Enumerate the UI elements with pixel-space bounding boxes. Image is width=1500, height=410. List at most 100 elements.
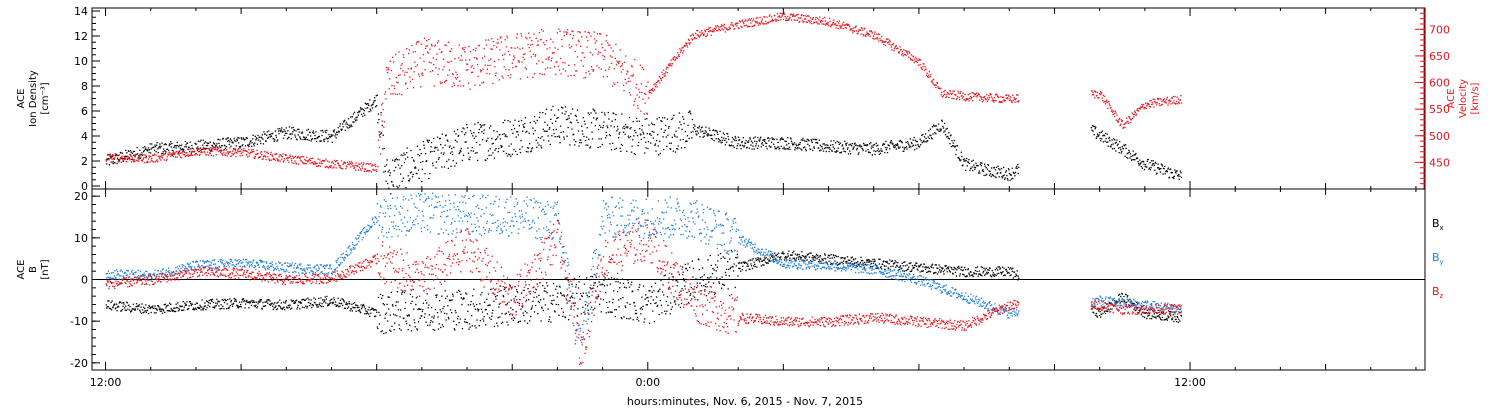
field-x-point	[383, 332, 385, 335]
velocity-point	[106, 158, 108, 161]
field-x-point	[111, 300, 113, 302]
density-point	[366, 107, 369, 109]
density-point	[465, 132, 467, 134]
density-point	[1139, 163, 1141, 165]
field-x-point	[185, 303, 187, 306]
velocity-point	[708, 30, 710, 33]
density-point	[289, 133, 292, 135]
field-x-point	[614, 309, 616, 311]
velocity-point	[175, 156, 177, 158]
field-x-point	[671, 306, 673, 308]
velocity-point	[653, 84, 655, 86]
velocity-point	[729, 27, 731, 29]
field-x-point	[225, 299, 227, 302]
velocity-point	[603, 55, 606, 58]
velocity-point	[388, 88, 390, 90]
density-point	[952, 145, 954, 147]
velocity-point	[682, 52, 684, 54]
velocity-point	[313, 163, 315, 165]
density-point	[843, 150, 845, 152]
density-point	[146, 149, 148, 151]
field-x-point	[404, 307, 406, 310]
velocity-point	[998, 101, 1000, 103]
density-point	[607, 127, 609, 129]
field-x-point	[475, 327, 477, 329]
density-point	[454, 165, 456, 167]
velocity-point	[620, 65, 622, 68]
field-x-point	[327, 303, 329, 305]
density-point	[494, 139, 497, 141]
velocity-point	[152, 154, 154, 156]
velocity-point	[247, 152, 249, 154]
field-x-point	[691, 260, 693, 262]
density-point	[229, 138, 231, 140]
density-point	[528, 132, 530, 134]
velocity-point	[181, 152, 183, 154]
velocity-point	[277, 159, 279, 161]
field-x-point	[376, 326, 378, 328]
density-point	[1018, 166, 1020, 168]
field-x-point	[351, 310, 353, 312]
density-point	[288, 126, 291, 128]
density-point	[652, 123, 654, 126]
velocity-point	[592, 70, 594, 72]
velocity-point	[213, 147, 215, 149]
velocity-point	[678, 54, 680, 56]
density-point	[958, 156, 960, 158]
density-point	[323, 139, 325, 141]
density-point	[1116, 144, 1119, 146]
velocity-point	[826, 23, 828, 25]
velocity-point	[443, 66, 445, 68]
field-x-point	[521, 305, 523, 307]
density-point	[571, 108, 574, 110]
field-x-point	[581, 295, 583, 298]
density-point	[512, 132, 514, 134]
density-point	[689, 111, 691, 113]
field-x-point	[533, 296, 535, 299]
density-point	[139, 149, 141, 151]
density-point	[390, 193, 392, 195]
velocity-point	[936, 81, 938, 84]
velocity-point	[431, 45, 433, 47]
density-point	[552, 105, 554, 108]
density-point	[461, 159, 464, 162]
density-point	[202, 139, 204, 141]
velocity-point	[186, 152, 188, 154]
field-x-point	[401, 293, 403, 295]
density-point	[212, 142, 215, 144]
velocity-point	[776, 13, 779, 15]
density-point	[742, 137, 744, 139]
velocity-point	[437, 40, 440, 42]
density-point	[1106, 133, 1108, 135]
density-point	[712, 129, 715, 131]
velocity-point	[748, 25, 750, 27]
field-x-point	[271, 302, 273, 304]
density-point	[392, 185, 395, 187]
velocity-point	[178, 154, 181, 156]
field-x-point	[454, 310, 457, 312]
density-point	[444, 144, 446, 146]
velocity-point	[144, 162, 146, 164]
velocity-point	[160, 159, 162, 161]
field-x-point	[457, 315, 459, 317]
velocity-point	[208, 148, 210, 150]
velocity-point	[750, 18, 753, 20]
field-x-point	[544, 287, 546, 289]
density-point	[244, 139, 246, 141]
density-point	[1146, 160, 1148, 162]
velocity-point	[465, 69, 467, 71]
velocity-point	[1154, 98, 1156, 101]
field-x-point	[671, 273, 673, 275]
velocity-point	[403, 74, 406, 76]
field-x-point	[326, 305, 329, 307]
field-x-point	[269, 300, 271, 302]
velocity-point	[860, 33, 862, 35]
velocity-point	[291, 160, 293, 162]
field-x-point	[149, 307, 151, 310]
field-x-point	[440, 311, 442, 313]
density-point	[738, 139, 741, 141]
velocity-point	[754, 24, 756, 26]
density-point	[225, 146, 228, 148]
density-point	[655, 150, 657, 152]
density-point	[1116, 139, 1118, 141]
